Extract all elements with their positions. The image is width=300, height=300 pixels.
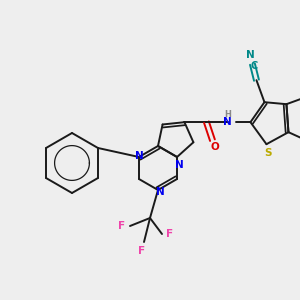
Text: F: F: [138, 246, 146, 256]
Text: N: N: [246, 50, 255, 60]
Text: N: N: [156, 187, 164, 197]
Text: O: O: [210, 142, 219, 152]
Text: N: N: [175, 160, 183, 170]
Text: S: S: [265, 148, 272, 158]
Text: N: N: [135, 151, 143, 161]
Text: N: N: [223, 117, 232, 127]
Text: C: C: [251, 61, 258, 71]
Text: F: F: [118, 221, 126, 231]
Text: F: F: [167, 229, 174, 239]
Text: H: H: [224, 110, 231, 119]
